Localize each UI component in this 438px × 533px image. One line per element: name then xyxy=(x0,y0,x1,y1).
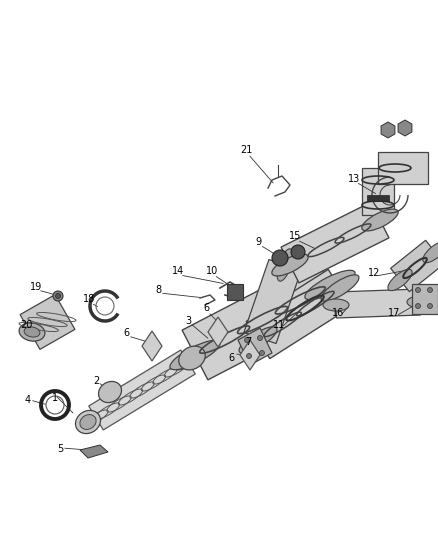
Text: 20: 20 xyxy=(20,320,32,330)
Polygon shape xyxy=(238,328,272,365)
Text: 12: 12 xyxy=(368,268,380,278)
Polygon shape xyxy=(362,168,394,215)
Text: 18: 18 xyxy=(83,294,95,304)
Ellipse shape xyxy=(407,296,433,308)
Polygon shape xyxy=(391,240,438,292)
Polygon shape xyxy=(378,152,428,184)
Polygon shape xyxy=(244,260,301,343)
Ellipse shape xyxy=(239,327,277,353)
FancyBboxPatch shape xyxy=(412,284,438,314)
Text: 15: 15 xyxy=(289,231,301,241)
Ellipse shape xyxy=(277,249,293,281)
Ellipse shape xyxy=(75,410,100,433)
Ellipse shape xyxy=(170,340,220,370)
Text: 6: 6 xyxy=(123,328,129,338)
Circle shape xyxy=(259,351,265,356)
Text: 11: 11 xyxy=(273,320,285,330)
Text: 19: 19 xyxy=(30,282,42,292)
Ellipse shape xyxy=(321,275,359,301)
Polygon shape xyxy=(246,269,352,359)
Circle shape xyxy=(56,294,60,298)
Text: 21: 21 xyxy=(240,145,252,155)
Polygon shape xyxy=(240,340,260,370)
Circle shape xyxy=(416,287,420,293)
Text: 10: 10 xyxy=(206,266,218,276)
Circle shape xyxy=(416,303,420,309)
Text: 7: 7 xyxy=(245,337,251,347)
Text: 9: 9 xyxy=(255,237,261,247)
Text: 13: 13 xyxy=(348,174,360,184)
Text: 1: 1 xyxy=(52,393,58,403)
Circle shape xyxy=(427,303,432,309)
Polygon shape xyxy=(20,295,75,349)
Ellipse shape xyxy=(388,269,412,290)
Ellipse shape xyxy=(272,254,308,276)
Text: 17: 17 xyxy=(388,308,400,318)
Text: 8: 8 xyxy=(155,285,161,295)
Polygon shape xyxy=(281,202,389,283)
Circle shape xyxy=(53,291,63,301)
Circle shape xyxy=(427,287,432,293)
Ellipse shape xyxy=(179,346,205,370)
Text: 3: 3 xyxy=(185,316,191,326)
Circle shape xyxy=(291,245,305,259)
Ellipse shape xyxy=(24,327,40,337)
Ellipse shape xyxy=(80,415,96,430)
Ellipse shape xyxy=(305,270,355,300)
Text: 5: 5 xyxy=(57,444,63,454)
Ellipse shape xyxy=(323,299,349,311)
Circle shape xyxy=(272,250,288,266)
Text: 16: 16 xyxy=(332,308,344,318)
Polygon shape xyxy=(80,445,108,458)
Polygon shape xyxy=(208,317,228,347)
Circle shape xyxy=(247,353,251,359)
Ellipse shape xyxy=(423,241,438,263)
Text: 4: 4 xyxy=(25,395,31,405)
Polygon shape xyxy=(142,331,162,361)
FancyBboxPatch shape xyxy=(367,195,389,201)
Polygon shape xyxy=(182,260,343,380)
Ellipse shape xyxy=(99,382,121,402)
Circle shape xyxy=(244,337,250,343)
Text: 14: 14 xyxy=(172,266,184,276)
Ellipse shape xyxy=(362,209,398,231)
Polygon shape xyxy=(89,350,195,430)
Text: 6: 6 xyxy=(228,353,234,363)
Circle shape xyxy=(258,335,262,341)
Ellipse shape xyxy=(19,323,45,341)
Text: 6: 6 xyxy=(203,303,209,313)
Text: 2: 2 xyxy=(93,376,99,386)
FancyBboxPatch shape xyxy=(227,284,243,300)
Polygon shape xyxy=(336,289,420,318)
